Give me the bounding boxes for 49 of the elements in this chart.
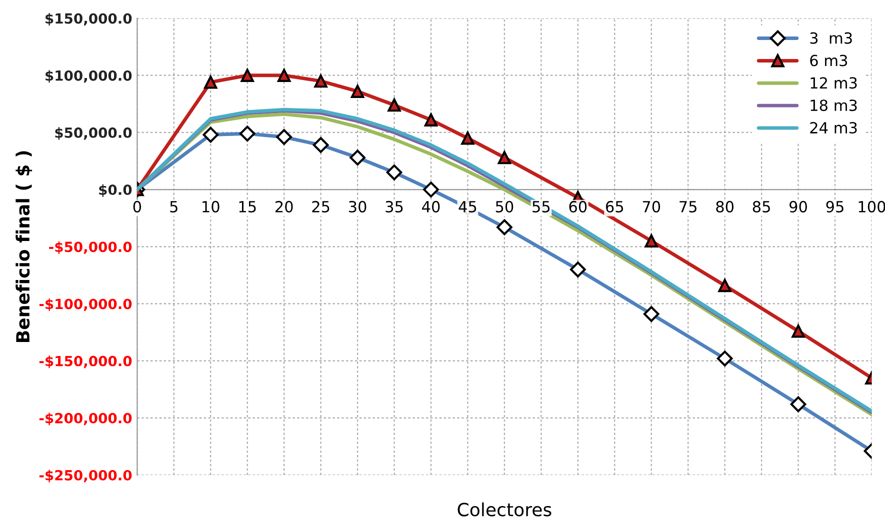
x-tick-label: 55 [532,201,550,212]
x-tick-label: 65 [606,200,624,212]
point [240,68,254,82]
x-tick-label: 15 [239,201,256,212]
x-tick-label: 95 [826,200,844,212]
point [388,98,401,112]
x-tick-label: 50 [496,200,514,212]
x-tick-label: 5 [170,201,178,212]
y-tick-label: $150,000.0 [46,12,132,26]
y-tick-label: -$150,000.0 [39,356,132,368]
legend-label: 18 m3 [810,100,857,112]
x-tick-label: 0 [133,200,142,212]
legend-label: 24 m3 [810,122,857,134]
point [498,150,512,164]
point [314,74,328,88]
y-tick-label: -$50,000.0 [49,241,132,254]
x-axis-title: Colectores [458,502,552,516]
x-tick-label: 10 [202,200,220,212]
y-tick-label: $50,000.0 [55,127,132,140]
point [350,84,364,98]
point [718,278,732,292]
x-tick-label: 70 [642,200,660,212]
x-tick-label: 45 [458,201,476,212]
point [644,234,658,248]
x-tick-label: 85 [752,200,770,212]
x-tick-label: 30 [348,200,366,212]
point [792,324,805,338]
x-tick-label: 80 [716,200,734,212]
point [461,132,474,145]
y-tick-label: -$100,000.0 [39,298,132,312]
x-tick-label: 75 [680,201,696,212]
x-tick-label: 20 [275,200,293,212]
y-tick-label: -$250,000.0 [39,470,132,482]
y-axis-title: Beneficio final ( $ ) [16,151,32,342]
y-tick-label: -$200,000.0 [39,412,132,426]
point [204,76,218,89]
legend-label: 12 m3 [810,77,857,89]
legend-label: 6 m3 [810,54,848,66]
y-tick-label: $100,000.0 [46,70,132,83]
x-tick-label: 25 [312,200,330,212]
y-tick-label: $0.0 [99,184,132,197]
x-tick-label: 60 [569,200,587,212]
x-tick-label: 100 [858,200,885,212]
point [277,68,291,82]
point [424,113,438,126]
x-tick-label: 35 [386,200,403,212]
x-tick-label: 40 [422,200,440,212]
legend-label: 3 m3 [810,32,852,44]
x-tick-label: 90 [790,200,807,212]
